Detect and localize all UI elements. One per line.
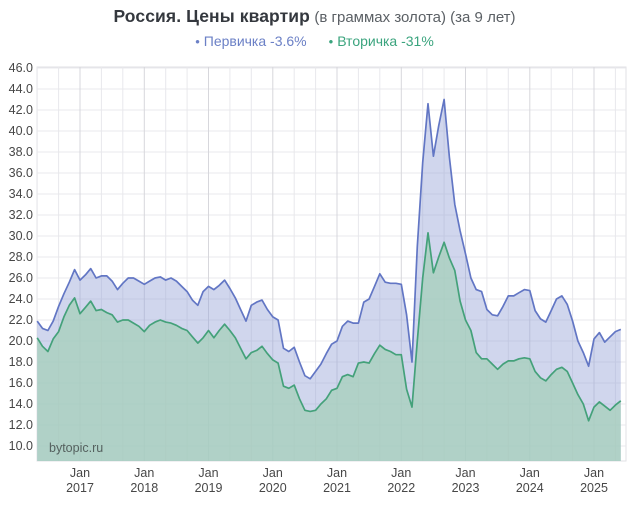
legend-item-pervichka[interactable]: • Первичка -3.6%	[195, 33, 306, 49]
x-axis-label-month: Jan	[584, 466, 604, 480]
y-axis-label: 34.0	[9, 187, 33, 201]
legend-label: Вторичка -31%	[337, 33, 434, 49]
chart-title-row: Россия. Цены квартир (в граммах золота) …	[0, 6, 629, 27]
chart-legend: • Первичка -3.6% • Вторичка -31%	[0, 33, 629, 49]
x-axis-label-month: Jan	[70, 466, 90, 480]
y-axis-label: 14.0	[9, 397, 33, 411]
y-axis-label: 12.0	[9, 418, 33, 432]
y-axis-label: 46.0	[9, 61, 33, 75]
y-axis-label: 42.0	[9, 103, 33, 117]
legend-marker-icon: •	[328, 34, 334, 49]
legend-item-vtorichka[interactable]: • Вторичка -31%	[329, 33, 434, 49]
y-axis-label: 32.0	[9, 208, 33, 222]
x-axis-label-year: 2025	[580, 481, 608, 495]
y-axis-label: 38.0	[9, 145, 33, 159]
x-axis-label-year: 2019	[195, 481, 223, 495]
legend-marker-icon: •	[195, 34, 200, 49]
x-axis-label-month: Jan	[520, 466, 540, 480]
x-axis-label-month: Jan	[455, 466, 475, 480]
y-axis-label: 30.0	[9, 229, 33, 243]
x-axis-label-year: 2018	[130, 481, 158, 495]
x-axis-label-year: 2021	[323, 481, 351, 495]
watermark: bytopic.ru	[49, 441, 103, 455]
y-axis-label: 26.0	[9, 271, 33, 285]
x-axis-label-month: Jan	[198, 466, 218, 480]
y-axis-label: 28.0	[9, 250, 33, 264]
y-axis-label: 24.0	[9, 292, 33, 306]
y-axis-label: 16.0	[9, 376, 33, 390]
y-axis-label: 20.0	[9, 334, 33, 348]
y-axis-label: 22.0	[9, 313, 33, 327]
y-axis-label: 44.0	[9, 82, 33, 96]
chart-title: Россия. Цены квартир	[113, 6, 310, 26]
x-axis-label-year: 2024	[516, 481, 544, 495]
chart-subtitle: (в граммах золота) (за 9 лет)	[314, 9, 516, 26]
x-axis-label-month: Jan	[134, 466, 154, 480]
x-axis-label-month: Jan	[327, 466, 347, 480]
x-axis-label-year: 2017	[66, 481, 94, 495]
y-axis-label: 10.0	[9, 439, 33, 453]
legend-label: Первичка -3.6%	[203, 33, 307, 49]
series-line-vtorichka	[36, 231, 622, 422]
series-line-pervichka	[36, 98, 622, 380]
x-axis-label-month: Jan	[263, 466, 283, 480]
x-axis-label-month: Jan	[391, 466, 411, 480]
x-axis-label-year: 2022	[387, 481, 415, 495]
y-axis-label: 36.0	[9, 166, 33, 180]
x-axis-label-year: 2020	[259, 481, 287, 495]
y-axis-label: 40.0	[9, 124, 33, 138]
series-area-vtorichka	[37, 232, 621, 461]
x-axis-label-year: 2023	[452, 481, 480, 495]
y-axis-label: 18.0	[9, 355, 33, 369]
